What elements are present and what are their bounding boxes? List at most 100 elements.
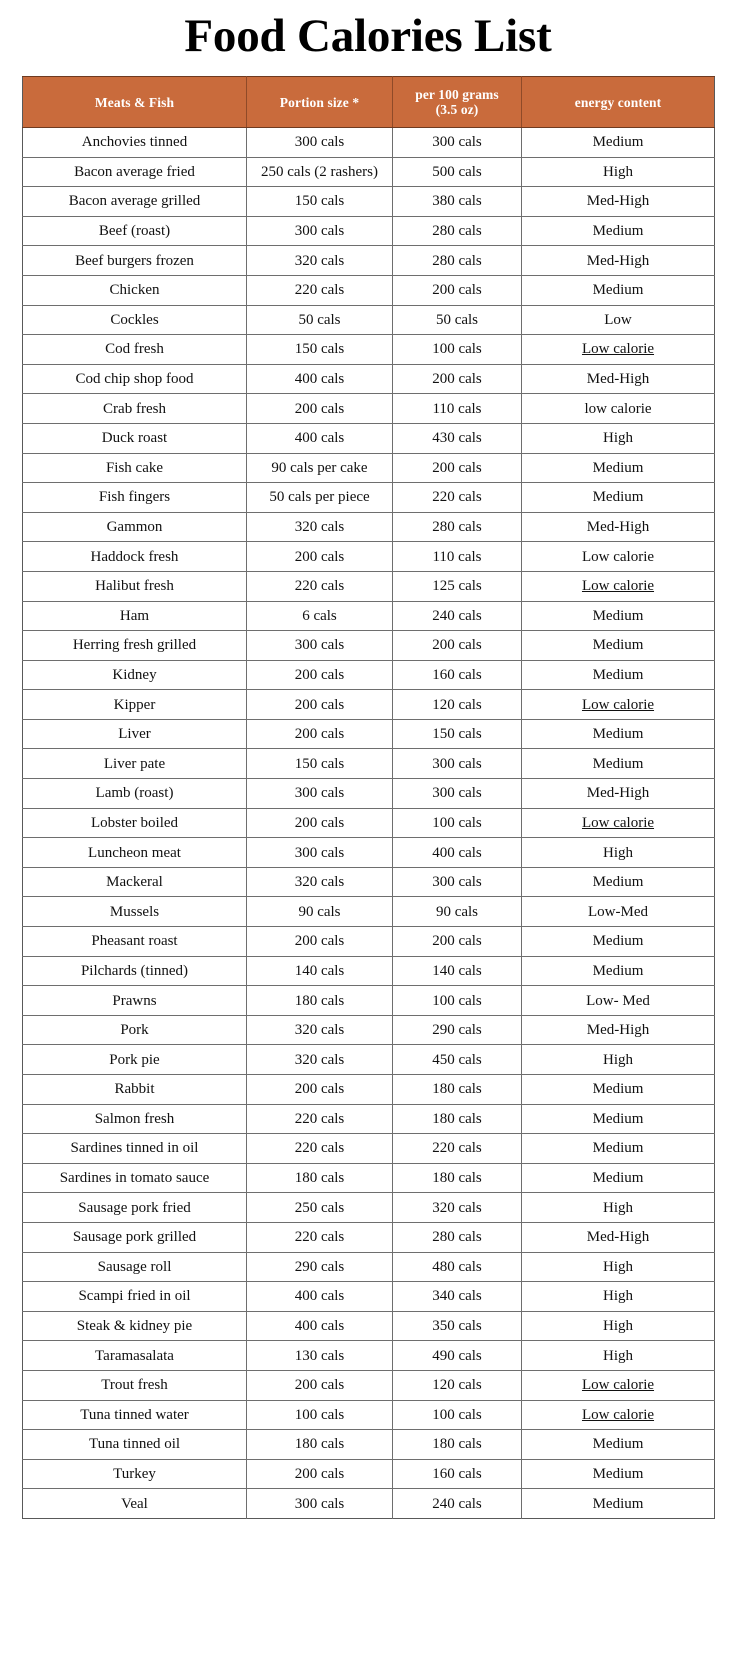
cell-food-text: Chicken	[109, 282, 160, 299]
cell-energy-text: High	[603, 1288, 633, 1305]
cell-food-text: Tuna tinned water	[80, 1406, 189, 1423]
cell-per100: 200 cals	[392, 630, 522, 661]
cell-portion: 130 cals	[246, 1340, 393, 1371]
cell-food-text: Veal	[121, 1495, 148, 1512]
cell-food-text: Herring fresh grilled	[72, 637, 197, 654]
cell-per100: 200 cals	[392, 926, 522, 957]
cell-portion-text: 150 cals	[294, 341, 345, 358]
cell-energy: Medium	[521, 748, 715, 779]
cell-per100: 490 cals	[392, 1340, 522, 1371]
cell-energy: Medium	[521, 600, 715, 631]
cell-per100: 200 cals	[392, 452, 522, 483]
cell-food-text: Pork	[120, 1022, 149, 1039]
table-row: Lobster boiled 200 cals 100 cals Low calori…	[22, 807, 715, 838]
cell-portion: 200 cals	[246, 718, 393, 749]
cell-food-text: Kidney	[112, 666, 157, 683]
table-row: Anchovies tinned 300 cals 300 cals Medium	[23, 127, 715, 158]
cell-per100-text: 180 cals	[432, 1110, 482, 1127]
cell-portion-text: 130 cals	[294, 1347, 345, 1364]
table-row: Salmon fresh 220 cals 180 cals Medium	[22, 1103, 715, 1134]
cell-food: Haddock fresh	[22, 541, 247, 572]
cell-portion-text: 320 cals	[294, 1051, 345, 1068]
food-calories-table: Meats & Fish Portion size * per 100 gram…	[22, 76, 715, 1519]
cell-energy: Medium	[521, 1103, 715, 1134]
cell-energy: High	[521, 1251, 715, 1282]
cell-per100: 200 cals	[392, 363, 522, 394]
cell-per100: 125 cals	[392, 570, 522, 601]
table-row: Lamb (roast) 300 cals 300 cals Med-High	[22, 778, 715, 809]
cell-portion: 320 cals	[246, 511, 393, 542]
cell-per100-text: 300 cals	[432, 874, 482, 891]
cell-per100: 180 cals	[392, 1162, 522, 1193]
cell-portion-text: 180 cals	[294, 1170, 345, 1187]
cell-portion-text: 50 cals	[298, 311, 341, 328]
cell-food: Scampi fried in oil	[22, 1281, 247, 1312]
cell-energy-text: High	[603, 844, 633, 861]
cell-food: Tuna tinned oil	[22, 1429, 247, 1460]
cell-per100: 300 cals	[392, 127, 522, 158]
cell-portion-text: 250 cals	[294, 1199, 345, 1216]
cell-energy-text: Medium	[592, 134, 644, 151]
cell-portion: 50 cals per piece	[246, 482, 393, 513]
cell-energy: Medium	[521, 1162, 715, 1193]
cell-per100-text: 280 cals	[432, 252, 482, 269]
cell-food-text: Scampi fried in oil	[78, 1288, 191, 1305]
cell-energy: Medium	[521, 215, 715, 246]
table-row: Pilchards (tinned) 140 cals 140 cals Medium	[22, 955, 715, 986]
cell-food: Rabbit	[22, 1074, 247, 1105]
cell-food-text: Beef (roast)	[98, 223, 171, 240]
cell-portion: 200 cals	[246, 1458, 393, 1489]
cell-per100-text: 430 cals	[432, 430, 482, 447]
column-header-portion[interactable]: Portion size *	[246, 76, 393, 128]
cell-per100-text: 220 cals	[432, 489, 482, 506]
cell-food-text: Cod chip shop food	[75, 371, 194, 388]
column-header-per100[interactable]: per 100 grams (3.5 oz)	[392, 76, 522, 128]
table-row: Scampi fried in oil 400 cals 340 cals High	[22, 1281, 715, 1312]
cell-per100-text: 340 cals	[432, 1288, 482, 1305]
cell-energy-text: Medium	[592, 874, 644, 891]
cell-food: Halibut fresh	[22, 570, 247, 601]
cell-food-text: Sausage roll	[97, 1258, 172, 1275]
table-row: Fish fingers 50 cals per piece 220 cals Med…	[22, 482, 715, 513]
cell-energy-text: Medium	[592, 282, 644, 299]
cell-energy: Med-High	[521, 1221, 715, 1253]
column-header-food[interactable]: Meats & Fish	[22, 76, 247, 128]
cell-per100-text: 120 cals	[432, 1377, 482, 1394]
table-row: Taramasalata 130 cals 490 cals High	[22, 1340, 715, 1371]
cell-portion: 300 cals	[246, 778, 393, 809]
cell-food: Bacon average grilled	[22, 186, 247, 217]
cell-food: Turkey	[22, 1458, 247, 1489]
cell-per100: 160 cals	[392, 1458, 522, 1489]
cell-food: Chicken	[22, 274, 247, 306]
cell-portion: 200 cals	[246, 807, 393, 838]
cell-energy: Medium	[521, 1429, 715, 1460]
cell-per100-text: 200 cals	[432, 637, 482, 654]
cell-portion: 220 cals	[246, 570, 393, 601]
cell-food-text: Cod fresh	[105, 341, 164, 358]
cell-energy: Medium	[521, 1074, 715, 1105]
cell-energy-text: Medium	[592, 1436, 644, 1453]
cell-energy: High	[521, 1044, 715, 1075]
cell-energy: Low calorie	[521, 334, 715, 365]
cell-per100-text: 125 cals	[432, 578, 482, 595]
cell-food-text: Sausage pork grilled	[72, 1229, 197, 1246]
cell-food: Gammon	[22, 511, 247, 542]
cell-portion: 300 cals	[246, 630, 393, 661]
cell-portion: 220 cals	[246, 1221, 393, 1253]
cell-food: Beef burgers frozen	[22, 245, 247, 276]
cell-per100: 200 cals	[392, 274, 522, 306]
column-header-per100-line1: per 100 grams	[415, 87, 499, 102]
cell-food-text: Pheasant roast	[91, 933, 178, 950]
column-header-energy[interactable]: energy content	[521, 76, 715, 128]
cell-portion-text: 220 cals	[294, 1110, 345, 1127]
cell-per100-text: 290 cals	[432, 1022, 482, 1039]
cell-food-text: Gammon	[106, 519, 163, 536]
cell-portion-text: 180 cals	[294, 992, 345, 1009]
cell-portion-text: 250 cals (2 rashers)	[260, 163, 379, 180]
cell-portion-text: 400 cals	[294, 1318, 345, 1335]
cell-energy: Low-Med	[521, 896, 715, 927]
cell-portion-text: 200 cals	[294, 1081, 345, 1098]
cell-energy-text: High	[603, 1318, 633, 1335]
cell-food: Kipper	[22, 689, 247, 720]
